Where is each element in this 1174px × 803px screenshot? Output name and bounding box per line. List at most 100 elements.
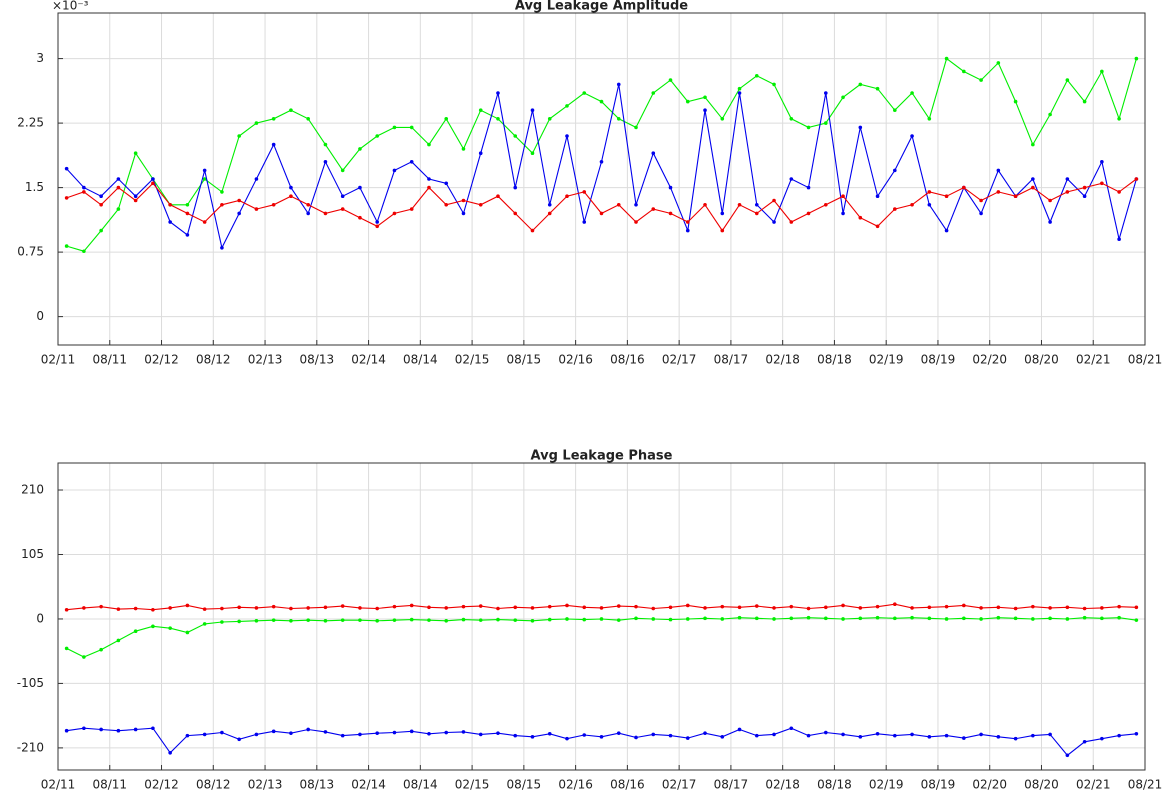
data-point [82,726,86,731]
data-point [254,618,259,623]
data-point [1082,99,1087,104]
data-point [927,203,932,207]
data-point [185,603,190,608]
data-point [1031,733,1035,738]
data-point [133,194,138,199]
data-point [1134,605,1139,610]
axes-box [57,462,1146,771]
data-point [1082,739,1087,744]
data-point [616,116,621,121]
data-point [99,194,103,199]
data-point [64,728,69,733]
data-point [461,198,466,203]
data-point [478,732,483,737]
data-point [427,142,431,147]
data-point [1048,606,1052,610]
data-point [82,249,86,254]
data-point [496,194,500,199]
data-point [237,737,241,742]
x-tick-label: 02/19 [869,353,904,367]
data-point [720,116,725,121]
data-point [496,116,500,121]
data-point [289,194,293,199]
x-tick-label: 02/12 [144,778,179,792]
data-point [289,108,293,112]
data-point [789,604,794,609]
data-point [789,220,794,224]
data-point [789,177,794,181]
data-point [582,190,587,194]
data-point [824,616,828,621]
plot-area [58,463,1145,770]
data-point [375,606,379,611]
data-point [806,185,811,190]
data-point [893,108,897,112]
data-point [565,603,569,608]
x-tick-label: 08/11 [92,353,127,367]
data-point [616,731,621,735]
data-point [513,211,518,216]
data-point [409,729,414,734]
data-point [1117,237,1121,242]
data-point [478,203,483,207]
data-point [599,617,604,621]
data-point [772,220,776,224]
data-point [64,166,69,171]
data-point [409,207,414,211]
data-point [668,78,673,82]
data-point [168,203,172,207]
data-point [582,605,587,610]
data-point [1013,99,1018,104]
data-point [910,91,914,95]
data-point [616,203,621,207]
data-point [1134,618,1139,622]
data-point [202,622,207,626]
x-tick-label: 08/14 [403,778,438,792]
x-tick-label: 02/14 [351,353,386,367]
data-point [99,647,103,652]
data-point [375,731,379,735]
chart-title: Avg Leakage Phase [531,449,673,464]
data-point [358,618,362,622]
x-tick-label: 08/14 [403,353,438,367]
data-point [202,220,207,224]
data-point [754,211,759,216]
data-point [996,190,1001,194]
data-point [271,116,276,121]
data-point [1100,69,1104,74]
data-point [754,604,759,608]
data-point [841,617,845,621]
data-point [254,606,259,610]
plot-area [58,13,1145,345]
data-point [651,151,656,155]
data-point [841,603,845,608]
data-point [340,168,345,173]
x-tick-label: 02/18 [765,778,800,792]
data-point [392,168,397,173]
data-point [754,203,759,207]
data-point [358,215,362,220]
data-point [858,125,863,130]
data-point [703,95,707,100]
x-tick-label: 08/12 [196,778,231,792]
data-point [530,606,535,610]
x-tick-label: 02/20 [972,778,1007,792]
data-point [634,203,638,207]
data-point [323,142,328,147]
x-tick-label: 08/15 [507,353,542,367]
data-point [737,605,742,610]
x-tick-label: 02/14 [351,778,386,792]
data-point [1065,190,1070,194]
data-point [703,108,707,112]
data-point [616,82,621,87]
data-point [220,203,224,207]
data-point [1082,615,1087,620]
data-point [651,617,656,621]
data-point [996,615,1001,620]
data-point [1065,78,1070,82]
data-point [547,116,552,121]
data-point [444,606,449,610]
data-point [478,108,483,112]
y-tick-label: 3 [36,51,44,65]
y-tick-label: -210 [17,740,44,754]
